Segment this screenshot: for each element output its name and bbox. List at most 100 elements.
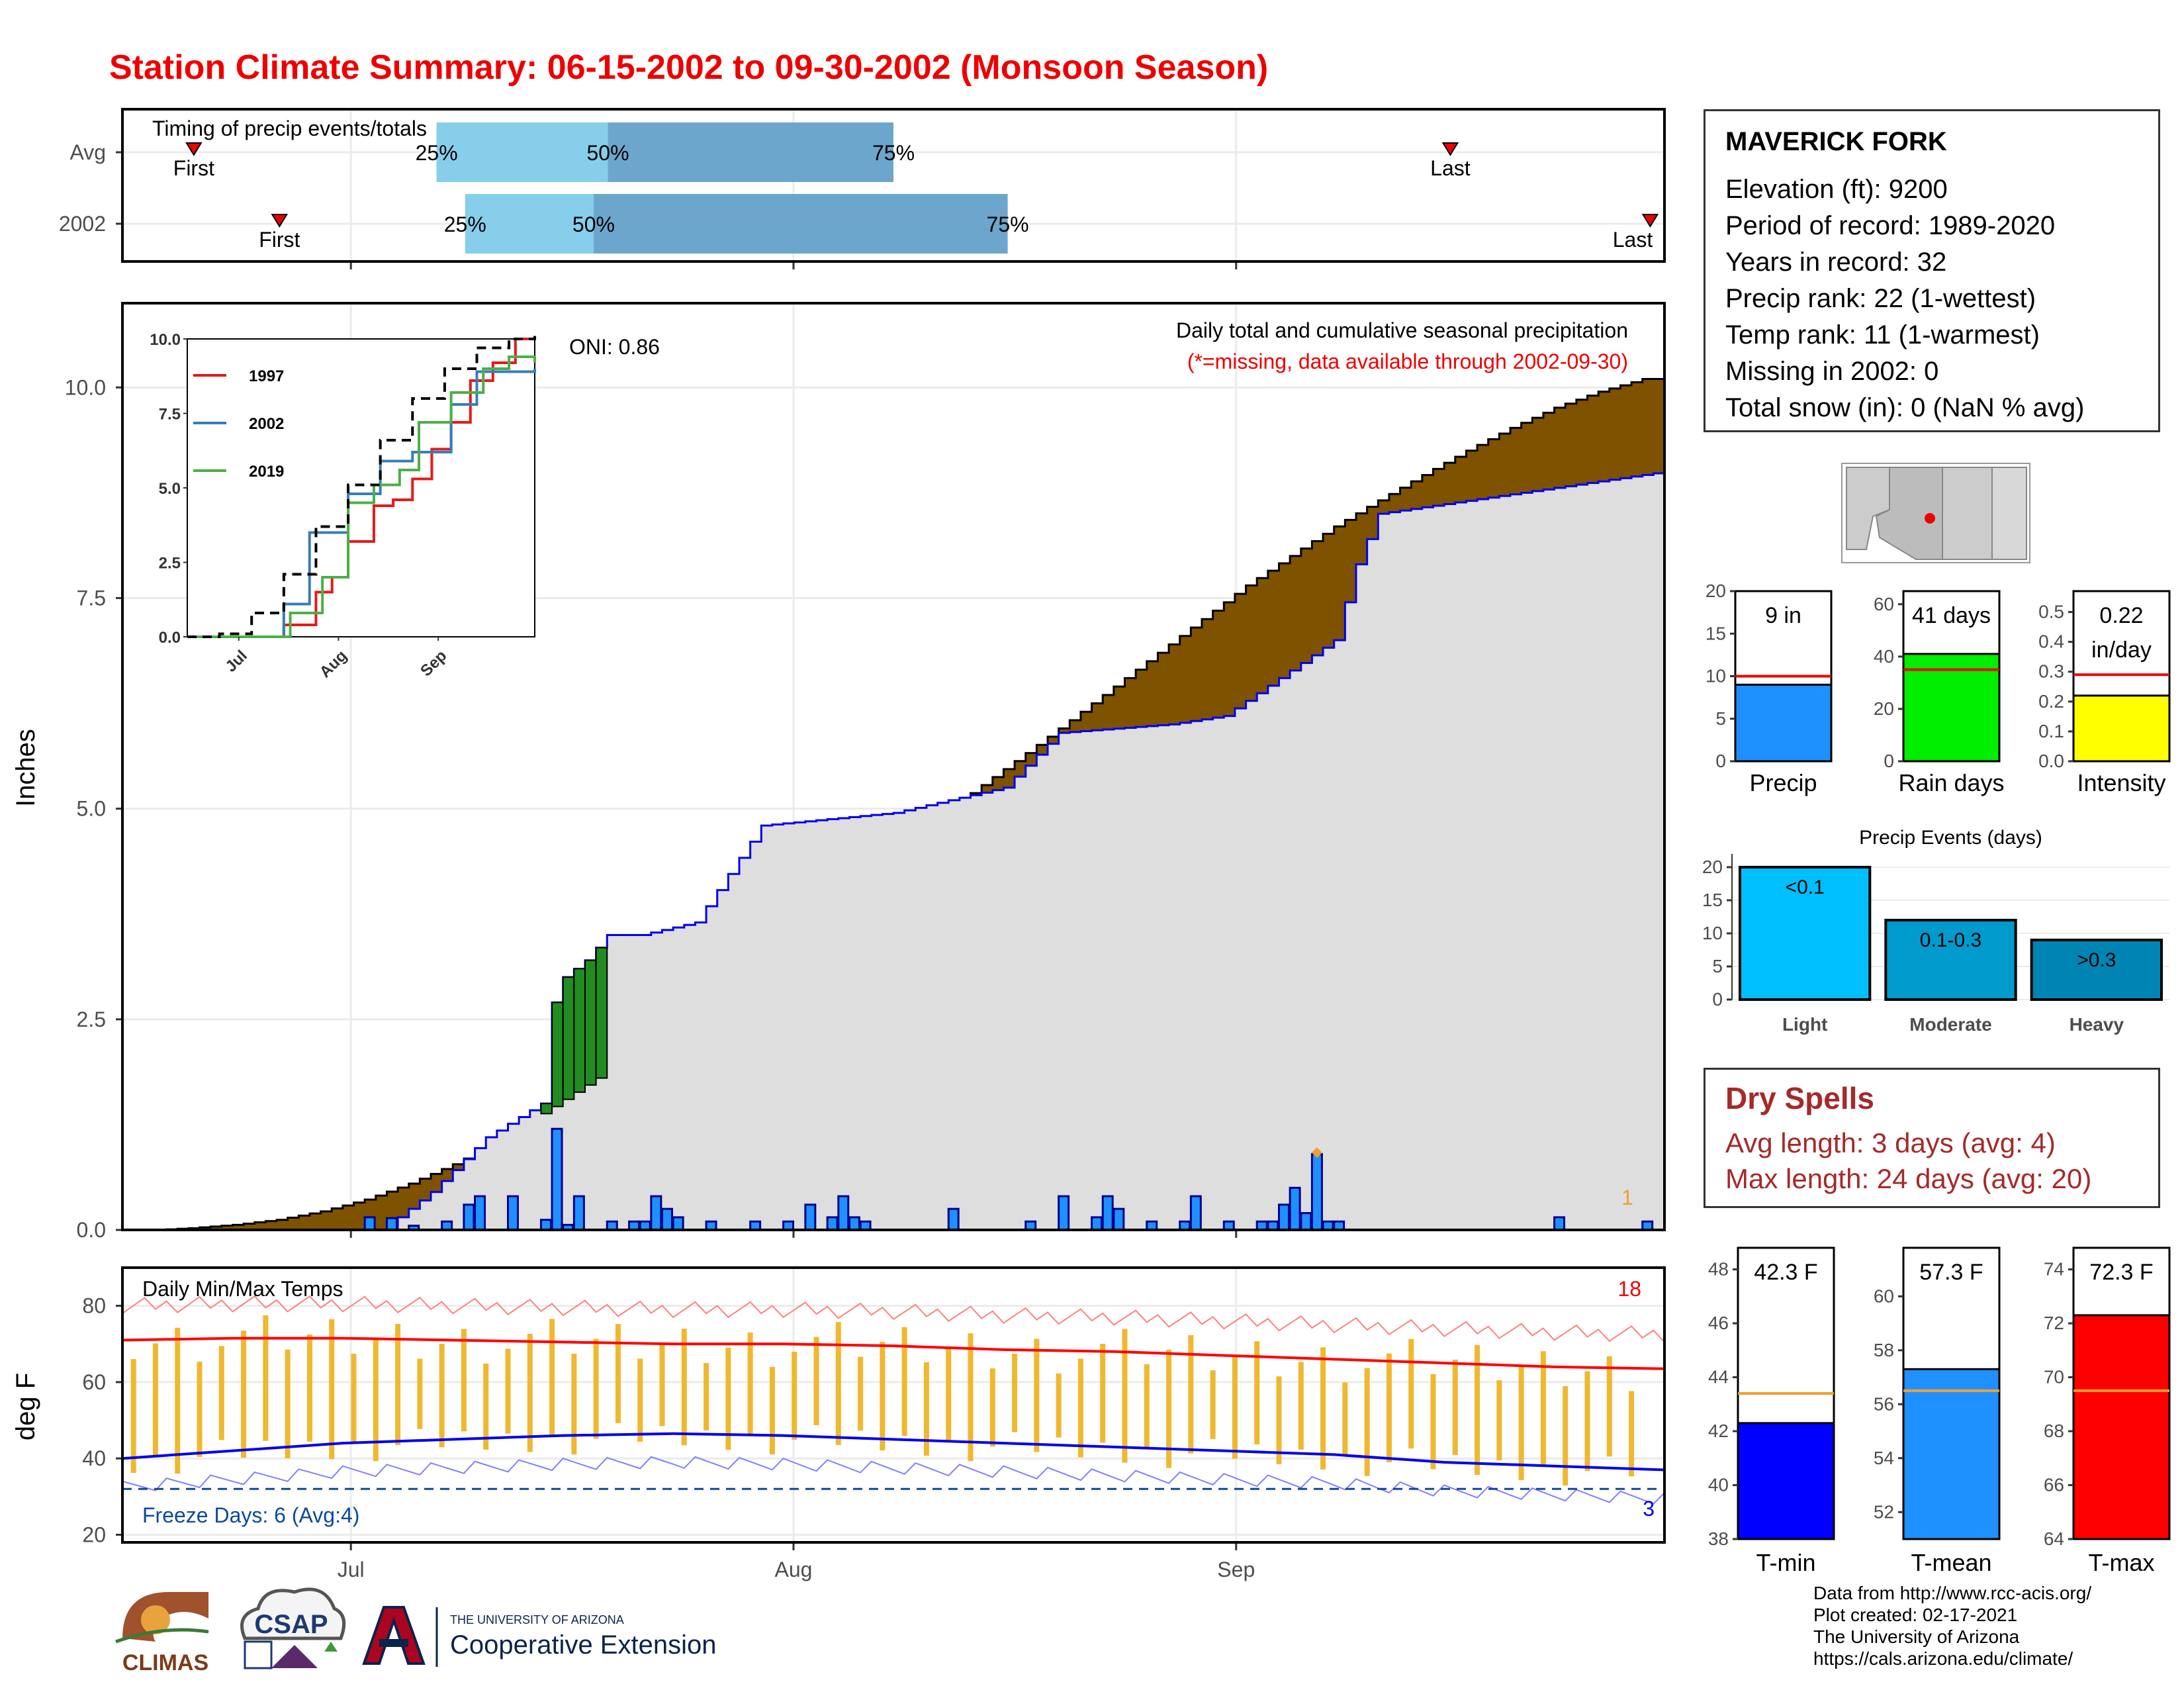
precip-corner-label: 1 xyxy=(1621,1186,1633,1209)
stat-category-label: Intensity xyxy=(2077,769,2165,796)
daily-temp-range-bar xyxy=(483,1363,489,1450)
inset-y-tick-label: 0.0 xyxy=(159,629,181,647)
daily-temp-range-bar xyxy=(1012,1353,1018,1432)
daily-temp-range-bar xyxy=(792,1352,797,1440)
daily-temp-range-bar xyxy=(1364,1368,1370,1476)
daily-temp-range-bar xyxy=(218,1346,224,1440)
location-map xyxy=(1841,463,2030,563)
daily-precip-bar xyxy=(650,1195,662,1231)
daily-temp-range-bar xyxy=(152,1343,158,1456)
events-y-tick-label: 10 xyxy=(1702,923,1723,943)
stat-y-tick-label: 10 xyxy=(1706,666,1726,686)
timing-bar-25-50 xyxy=(465,194,594,254)
above-avg-segment xyxy=(595,947,608,1079)
daily-temp-range-bar xyxy=(1584,1371,1590,1472)
stat-value-label: 72.3 F xyxy=(2089,1260,2153,1285)
daily-precip-bar xyxy=(474,1195,486,1231)
events-category-label: Light xyxy=(1782,1014,1827,1035)
stat-bar xyxy=(2072,694,2171,763)
daily-temp-range-bar xyxy=(1188,1335,1194,1454)
record-high-line xyxy=(122,1295,1665,1343)
daily-precip-bar xyxy=(572,1195,585,1231)
stat-y-tick-label: 20 xyxy=(1706,581,1726,601)
station-period: Period of record: 1989-2020 xyxy=(1725,211,2056,240)
daily-precip-bar xyxy=(1091,1216,1103,1231)
events-title: Precip Events (days) xyxy=(1859,827,2042,849)
daily-precip-bar xyxy=(1189,1195,1202,1231)
stat-y-tick-label: 56 xyxy=(1874,1393,1894,1414)
ua-big-text: Cooperative Extension xyxy=(450,1630,716,1660)
daily-temp-range-bar xyxy=(1166,1349,1172,1468)
stat-y-tick-label: 40 xyxy=(1708,1475,1729,1495)
events-bar xyxy=(2030,939,2163,1001)
stat-y-tick-label: 15 xyxy=(1706,623,1726,643)
daily-precip-bar xyxy=(672,1216,684,1231)
stat-y-tick-label: 54 xyxy=(1874,1448,1894,1468)
stat-bar xyxy=(1737,1422,1835,1540)
stat-y-tick-label: 0.4 xyxy=(2038,632,2064,652)
daily-temp-range-bar xyxy=(1386,1353,1392,1462)
temps-x-tick-label: Sep xyxy=(1217,1558,1255,1581)
daily-temp-range-bar xyxy=(130,1359,136,1474)
map-state-far-east xyxy=(1991,467,2027,560)
daily-temp-range-bar xyxy=(858,1356,864,1431)
daily-precip-bar xyxy=(804,1203,817,1231)
timing-label-25: 25% xyxy=(416,141,458,165)
daily-temp-range-bar xyxy=(747,1332,753,1435)
timing-first-label: First xyxy=(173,156,214,180)
daily-precip-bar xyxy=(363,1216,376,1231)
daily-temp-range-bar xyxy=(439,1343,445,1448)
daily-temp-range-bar xyxy=(1210,1370,1216,1439)
daily-temp-range-bar xyxy=(813,1336,819,1426)
stat-y-tick-label: 38 xyxy=(1708,1528,1729,1549)
daily-temp-range-bar xyxy=(527,1334,533,1452)
stat-category-label: Precip xyxy=(1749,769,1817,796)
daily-precip-bar xyxy=(1113,1207,1125,1231)
stat-y-tick-label: 74 xyxy=(2044,1259,2064,1280)
daily-temp-range-bar xyxy=(1122,1329,1128,1463)
daily-temp-range-bar xyxy=(659,1343,665,1427)
daily-precip-bar xyxy=(1310,1152,1323,1231)
cold-days-label: 3 xyxy=(1643,1497,1655,1521)
daily-temp-range-bar xyxy=(1430,1374,1436,1470)
daily-precip-bar xyxy=(848,1216,860,1231)
daily-temp-range-bar xyxy=(395,1324,401,1446)
daily-temp-range-bar xyxy=(351,1353,357,1443)
stat-y-tick-label: 42 xyxy=(1708,1421,1729,1441)
footer-data-source: Data from http://www.rcc-acis.org/ xyxy=(1813,1583,2092,1603)
daily-temp-range-bar xyxy=(1606,1356,1612,1457)
daily-precip-bar xyxy=(507,1195,519,1231)
daily-temp-range-bar xyxy=(725,1348,731,1450)
station-elevation: Elevation (ft): 9200 xyxy=(1725,175,1948,204)
daily-temp-range-bar xyxy=(1540,1351,1546,1466)
dry-spells-title: Dry Spells xyxy=(1725,1081,1874,1115)
temps-y-tick-label: 20 xyxy=(82,1523,106,1546)
stat-y-tick-label: 0.2 xyxy=(2038,691,2064,712)
station-missing: Missing in 2002: 0 xyxy=(1725,357,1939,386)
events-y-tick-label: 20 xyxy=(1702,857,1723,877)
daily-temp-range-bar xyxy=(241,1331,247,1458)
station-years: Years in record: 32 xyxy=(1725,248,1947,277)
precip-stats-chart: 9 in 0 5 10 15 20 Precip 41 days 0 20 40 60 Rain day… xyxy=(1706,581,2171,796)
precip-y-tick-label: 5.0 xyxy=(77,797,106,821)
daily-temp-range-bar xyxy=(681,1329,687,1446)
station-precip-rank: Precip rank: 22 (1-wettest) xyxy=(1725,284,2036,313)
above-avg-segment xyxy=(573,968,586,1093)
inset-y-tick-label: 7.5 xyxy=(159,406,181,424)
inset-y-tick-label: 5.0 xyxy=(159,480,181,498)
precip-y-axis-title: Inches xyxy=(11,729,40,807)
temps-y-tick-label: 60 xyxy=(82,1370,106,1394)
temps-y-tick-label: 80 xyxy=(82,1294,106,1318)
timing-row-label: Avg xyxy=(69,140,106,164)
temperature-chart: 20 40 60 80 Jul Aug Sep Freeze Days: 6 (Avg:4) D… xyxy=(11,1266,1666,1581)
events-category-label: Moderate xyxy=(1909,1014,1991,1035)
cumulative-2002-line xyxy=(122,471,1666,1231)
daily-temp-range-bar xyxy=(1563,1385,1569,1486)
daily-temp-range-bar xyxy=(704,1363,709,1430)
daily-precip-bar xyxy=(1101,1195,1114,1231)
daily-temp-range-bar xyxy=(1144,1364,1150,1448)
daily-temp-range-bar xyxy=(615,1324,621,1423)
events-bar-label: <0.1 xyxy=(1786,876,1825,898)
timing-last-label: Last xyxy=(1613,228,1653,252)
